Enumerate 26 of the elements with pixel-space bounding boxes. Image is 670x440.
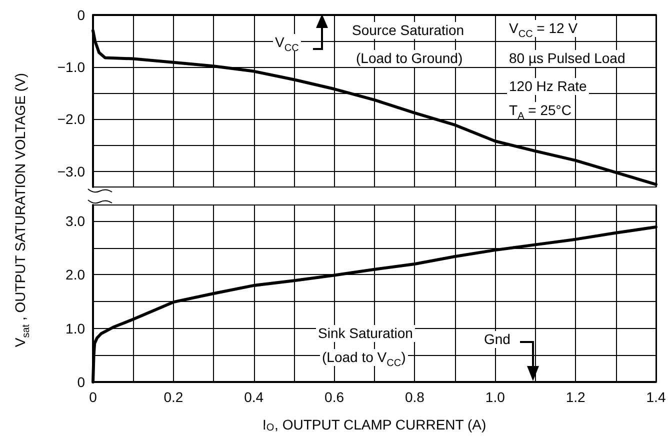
annotation: T$_{A}$ = 25°C — [507, 102, 574, 122]
y-tick-label: 0 — [77, 374, 86, 390]
y-tick-label: 3.0 — [66, 213, 86, 230]
annotation: 80 µs Pulsed Load — [507, 50, 628, 67]
annotation: 120 Hz Rate — [507, 78, 589, 95]
x-tick-label: 1.2 — [566, 389, 586, 405]
annotation: V$_{CC}$ — [273, 34, 301, 54]
x-tick-label: 0.6 — [324, 389, 344, 405]
y-tick-label: −3.0 — [57, 163, 86, 180]
annotation: (Load to V$_{CC}$) — [320, 349, 408, 369]
annotation: Gnd — [482, 331, 512, 348]
y-tick-label: −2.0 — [57, 111, 86, 128]
y-tick-label: −1.0 — [57, 59, 86, 76]
x-tick-label: 0.8 — [404, 389, 425, 405]
y-tick-label: 2.0 — [66, 266, 86, 283]
x-tick-label: 0.2 — [164, 389, 184, 405]
annotation: V$_{CC}$ = 12 V — [507, 20, 580, 40]
y-tick-label: 1.0 — [66, 320, 86, 336]
x-tick-label: 0 — [89, 389, 98, 405]
annotation: (Load to Ground) — [354, 50, 465, 67]
x-tick-label: 1.4 — [646, 389, 666, 405]
annotation: Sink Saturation — [316, 325, 415, 342]
annotation: Source Saturation — [350, 22, 466, 39]
x-tick-label: 1.0 — [485, 389, 506, 405]
x-tick-label: 0.4 — [244, 389, 264, 405]
y-tick-label: 0 — [77, 7, 86, 23]
